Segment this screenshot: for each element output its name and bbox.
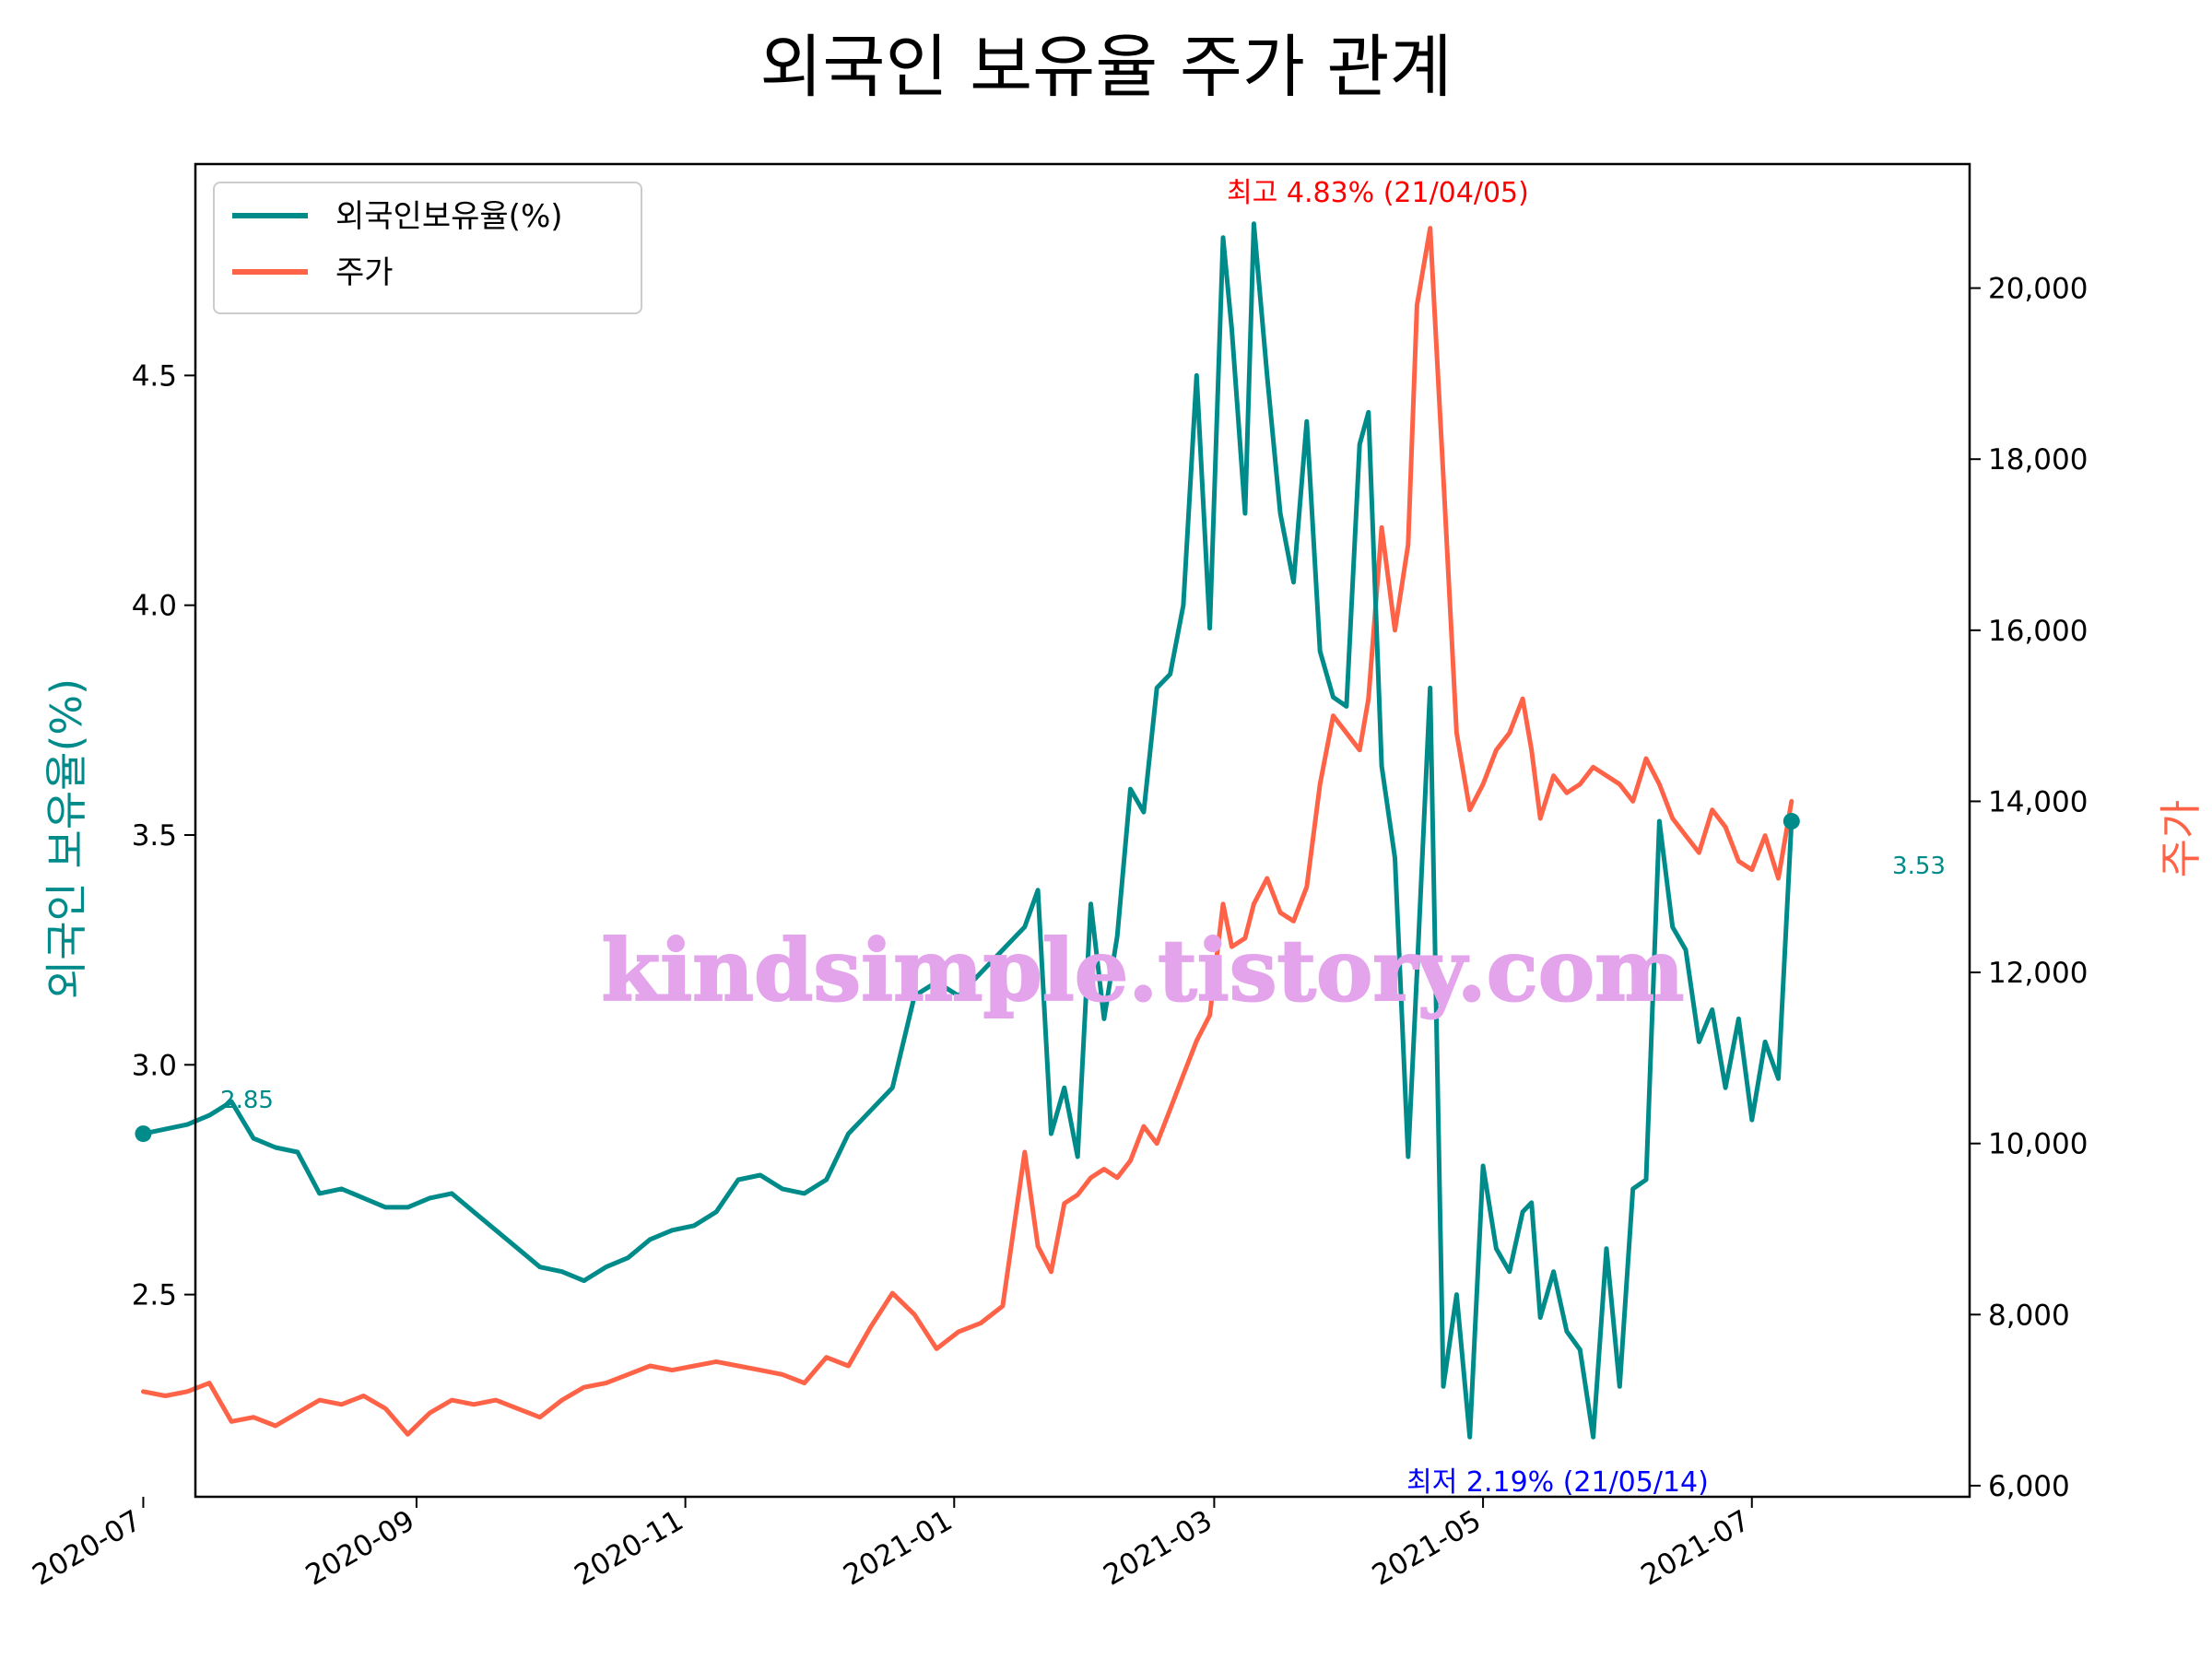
watermark: kindsimple.tistory.com — [601, 921, 1684, 1020]
x-tick-label: 2021-07 — [1636, 1504, 1756, 1593]
y-axis-right-label: 주가 — [2156, 800, 2206, 878]
start-value-label: 2.85 — [220, 1087, 274, 1114]
x-tick-label: 2021-05 — [1367, 1504, 1487, 1593]
y-right-tick-label: 14,000 — [1988, 785, 2088, 818]
y-right-tick-label: 8,000 — [1988, 1299, 2070, 1332]
y-left-tick-label: 3.5 — [132, 819, 177, 853]
min-annotation: 최저 2.19% (21/05/14) — [1406, 1466, 1709, 1499]
x-tick-label: 2020-11 — [569, 1504, 688, 1593]
y-axis-left: 2.5 3.0 3.5 4.0 4.5 — [132, 359, 195, 1312]
y-axis-right: 6,000 8,000 10,000 12,000 14,000 16,000 18,000… — [1970, 273, 2088, 1503]
max-annotation: 최고 4.83% (21/04/05) — [1227, 177, 1529, 209]
series-line-price — [141, 226, 1794, 1437]
chart-title: 외국인 보유율 주가 관계 — [759, 28, 1452, 107]
start-point-marker — [135, 1125, 152, 1143]
y-left-tick-label: 3.0 — [132, 1049, 177, 1082]
x-tick-label: 2020-09 — [300, 1504, 420, 1593]
y-right-tick-label: 10,000 — [1988, 1128, 2088, 1161]
y-right-tick-label: 18,000 — [1988, 443, 2088, 477]
legend-label-price: 주가 — [335, 254, 394, 291]
end-point-marker — [1783, 813, 1800, 830]
y-left-tick-label: 4.5 — [132, 359, 177, 393]
legend-box — [213, 182, 642, 314]
end-value-label: 3.53 — [1892, 853, 1946, 880]
y-right-tick-label: 16,000 — [1988, 615, 2088, 648]
y-right-tick-label: 12,000 — [1988, 957, 2088, 990]
plot-frame — [194, 162, 1971, 1499]
y-right-tick-label: 20,000 — [1988, 273, 2088, 306]
x-tick-label: 2021-01 — [838, 1504, 958, 1593]
series-layer — [135, 221, 1800, 1440]
y-right-tick-label: 6,000 — [1988, 1470, 2070, 1503]
y-left-tick-label: 4.0 — [132, 590, 177, 623]
legend-label-foreign: 외국인보유율(%) — [335, 198, 563, 235]
y-left-tick-label: 2.5 — [132, 1279, 177, 1312]
series-line-foreign-ownership — [141, 221, 1794, 1440]
x-tick-label: 2021-03 — [1098, 1504, 1218, 1593]
x-axis: 2020-07 2020-09 2020-11 2021-01 2021-03 2021-… — [27, 1497, 1756, 1593]
legend: 외국인보유율(%) 주가 — [213, 182, 642, 314]
x-tick-label: 2020-07 — [27, 1504, 147, 1593]
y-axis-left-label: 외국인 보유율(%) — [41, 678, 91, 999]
